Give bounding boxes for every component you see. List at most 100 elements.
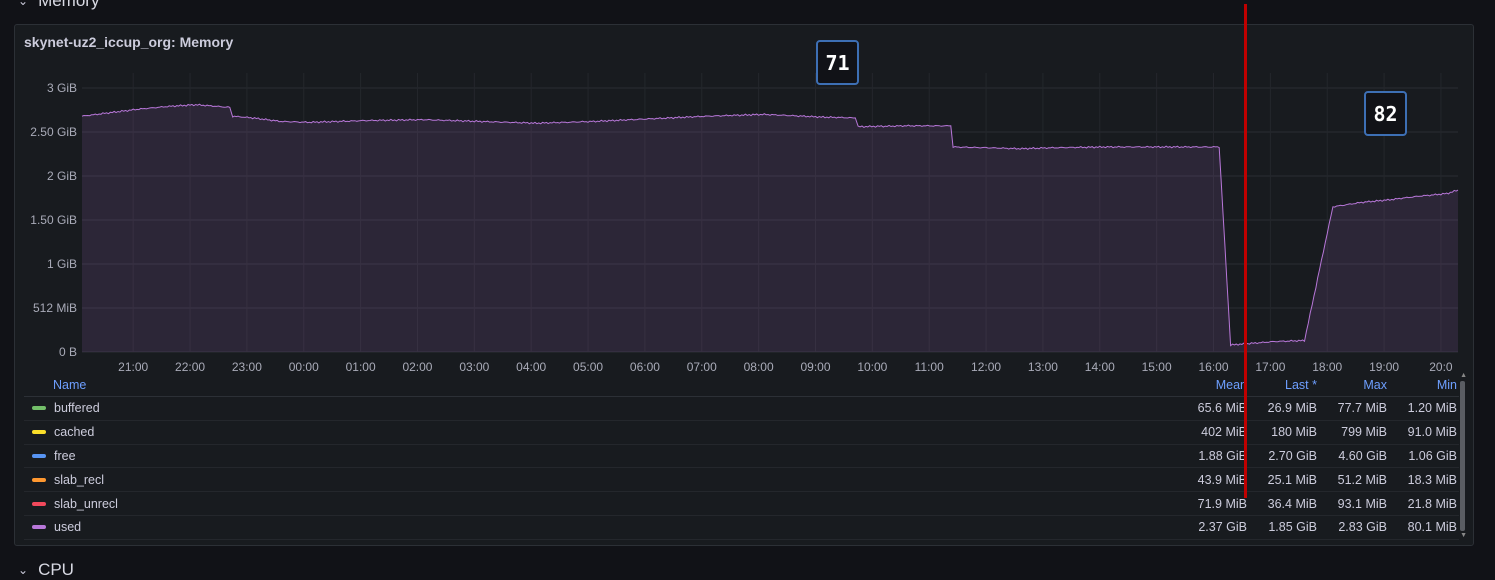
annotation-marker-82: 82: [1364, 91, 1407, 136]
y-tick-label: 2 GiB: [47, 169, 77, 183]
x-tick-label: 03:00: [459, 360, 489, 374]
legend-mean-value: 1.88 GiB: [1198, 448, 1247, 463]
legend-mean-value: 402 MiB: [1201, 425, 1247, 440]
legend-last-value: 26.9 MiB: [1267, 401, 1317, 416]
legend-min-value: 1.20 MiB: [1407, 401, 1457, 416]
annotation-marker-71: 71: [816, 40, 859, 85]
x-tick-label: 06:00: [630, 360, 660, 374]
legend-mean-value: 65.6 MiB: [1197, 401, 1247, 416]
legend-header-mean[interactable]: Mean: [1215, 377, 1247, 392]
x-tick-label: 12:00: [971, 360, 1001, 374]
series-color-swatch: [32, 453, 46, 458]
x-tick-label: 17:00: [1255, 360, 1285, 374]
row-header-cpu[interactable]: ⌄ CPU: [18, 560, 74, 580]
x-tick-label: 21:00: [118, 360, 148, 374]
legend-table: Name Mean Last * Max Min buffered 65.6 Mi…: [24, 373, 1459, 540]
legend-max-value: 51.2 MiB: [1337, 472, 1387, 487]
legend-series[interactable]: slab_unrecl: [24, 497, 1157, 511]
memory-chart[interactable]: 0 B 512 MiB 1 GiB 1.50 GiB 2 GiB 2.50 GiB 3 Gi…: [15, 25, 1473, 375]
legend-mean-value: 2.37 GiB: [1198, 520, 1247, 535]
legend-last-value: 1.85 GiB: [1268, 520, 1317, 535]
legend-max-value: 93.1 MiB: [1337, 496, 1387, 511]
x-tick-label: 13:00: [1028, 360, 1058, 374]
legend-last-value: 180 MiB: [1271, 425, 1317, 440]
y-tick-label: 1.50 GiB: [30, 213, 77, 227]
legend-series[interactable]: buffered: [24, 401, 1157, 415]
x-tick-label: 00:00: [289, 360, 319, 374]
series-color-swatch: [32, 406, 46, 411]
series-color-swatch: [32, 430, 46, 435]
legend-min-value: 18.3 MiB: [1407, 472, 1457, 487]
legend-series-name: cached: [54, 425, 95, 440]
x-tick-label: 19:00: [1369, 360, 1399, 374]
x-tick-label: 18:00: [1312, 360, 1342, 374]
legend-last-value: 25.1 MiB: [1267, 472, 1317, 487]
legend-row-free[interactable]: free 1.88 GiB 2.70 GiB 4.60 GiB 1.06 GiB: [24, 445, 1459, 469]
y-tick-label: 3 GiB: [47, 81, 77, 95]
x-tick-label: 14:00: [1085, 360, 1115, 374]
y-tick-label: 0 B: [59, 345, 77, 359]
x-tick-label: 22:00: [175, 360, 205, 374]
legend-row-cached[interactable]: cached 402 MiB 180 MiB 799 MiB 91.0 MiB: [24, 421, 1459, 445]
y-tick-label: 1 GiB: [47, 257, 77, 271]
row-header-memory[interactable]: ⌄ Memory: [18, 0, 99, 11]
x-tick-label: 04:00: [516, 360, 546, 374]
memory-panel: skynet-uz2_iccup_org: Memory 0 B 512 MiB 1…: [14, 24, 1474, 546]
chevron-down-icon: ⌄: [18, 563, 29, 577]
legend-series[interactable]: slab_recl: [24, 473, 1157, 487]
legend-header-max[interactable]: Max: [1363, 377, 1387, 392]
chevron-down-icon: ⌄: [18, 0, 29, 8]
series-line-used[interactable]: [81, 103, 1459, 347]
legend-header-name[interactable]: Name: [53, 377, 87, 392]
legend-max-value: 2.83 GiB: [1338, 520, 1387, 535]
legend-series[interactable]: free: [24, 449, 1157, 463]
legend-row-used[interactable]: used 2.37 GiB 1.85 GiB 2.83 GiB 80.1 MiB: [24, 516, 1459, 540]
x-tick-label: 02:00: [402, 360, 432, 374]
legend-min-value: 21.8 MiB: [1407, 496, 1457, 511]
row-title-memory: Memory: [38, 0, 100, 10]
x-tick-label: 07:00: [687, 360, 717, 374]
legend-mean-value: 71.9 MiB: [1197, 496, 1247, 511]
legend-header: Name Mean Last * Max Min: [24, 373, 1459, 397]
legend-max-value: 799 MiB: [1341, 425, 1387, 440]
series-color-swatch: [32, 501, 46, 506]
legend-min-value: 1.06 GiB: [1408, 448, 1457, 463]
legend-series-name: slab_unrecl: [54, 496, 118, 511]
legend-last-value: 2.70 GiB: [1268, 448, 1317, 463]
x-tick-label: 09:00: [800, 360, 830, 374]
row-title-cpu: CPU: [38, 560, 74, 579]
scroll-up-icon[interactable]: ▲: [1460, 372, 1467, 379]
legend-series[interactable]: used: [24, 520, 1157, 534]
x-tick-label: 10:00: [857, 360, 887, 374]
series-color-swatch: [32, 477, 46, 482]
x-tick-label: 23:00: [232, 360, 262, 374]
scroll-down-icon[interactable]: ▼: [1460, 532, 1467, 539]
legend-series-name: free: [54, 448, 76, 463]
legend-header-last[interactable]: Last *: [1285, 377, 1317, 392]
x-tick-label: 08:00: [744, 360, 774, 374]
legend-min-value: 91.0 MiB: [1407, 425, 1457, 440]
x-tick-label: 20:0: [1429, 360, 1453, 374]
x-tick-label: 11:00: [915, 360, 944, 374]
legend-last-value: 36.4 MiB: [1267, 496, 1317, 511]
x-tick-label: 05:00: [573, 360, 603, 374]
legend-scrollbar[interactable]: [1460, 381, 1465, 531]
legend-min-value: 80.1 MiB: [1407, 520, 1457, 535]
legend-max-value: 4.60 GiB: [1338, 448, 1387, 463]
legend-row-buffered[interactable]: buffered 65.6 MiB 26.9 MiB 77.7 MiB 1.20 MiB: [24, 397, 1459, 421]
x-tick-label: 01:00: [346, 360, 376, 374]
legend-series[interactable]: cached: [24, 425, 1157, 439]
legend-series-name: buffered: [54, 401, 100, 416]
legend-row-slab-recl[interactable]: slab_recl 43.9 MiB 25.1 MiB 51.2 MiB 18.3 Mi…: [24, 468, 1459, 493]
y-tick-label: 2.50 GiB: [30, 125, 77, 139]
legend-series-name: used: [54, 520, 82, 535]
series-area-used: [82, 104, 1458, 352]
legend-header-min[interactable]: Min: [1436, 377, 1457, 392]
y-tick-label: 512 MiB: [33, 301, 77, 315]
x-tick-label: 16:00: [1198, 360, 1228, 374]
legend-row-slab-unrecl[interactable]: slab_unrecl 71.9 MiB 36.4 MiB 93.1 MiB 21.8 …: [24, 492, 1459, 516]
x-tick-label: 15:00: [1142, 360, 1172, 374]
legend-mean-value: 43.9 MiB: [1197, 472, 1247, 487]
panel-title[interactable]: skynet-uz2_iccup_org: Memory: [24, 34, 234, 50]
legend-max-value: 77.7 MiB: [1337, 401, 1387, 416]
